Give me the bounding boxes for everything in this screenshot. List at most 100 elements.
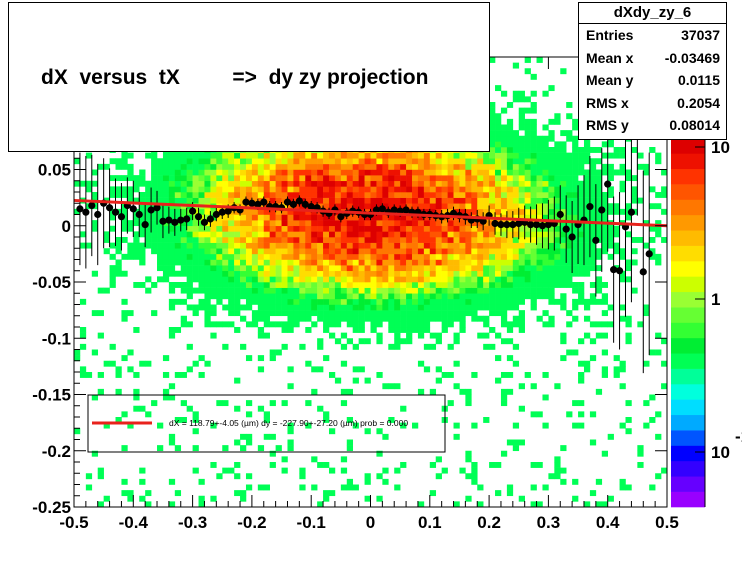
heatmap-cell: [417, 237, 425, 243]
heatmap-cell: [263, 158, 270, 165]
heatmap-cell: [477, 186, 484, 193]
heatmap-cell: [281, 220, 288, 227]
heatmap-cell: [186, 282, 193, 288]
heatmap-cell: [572, 124, 579, 131]
heatmap-cell: [382, 276, 389, 283]
heatmap-cell: [317, 501, 324, 508]
palette-swatch: [671, 184, 705, 200]
heatmap-cell: [263, 208, 270, 215]
heatmap-cell: [542, 422, 549, 429]
palette-label: 10: [711, 443, 730, 462]
heatmap-cell: [447, 152, 454, 159]
heatmap-cell: [471, 180, 478, 187]
heatmap-cell: [340, 360, 348, 367]
heatmap-cell: [269, 253, 276, 260]
heatmap-cell: [251, 152, 259, 159]
heatmap-cell: [500, 259, 508, 266]
heatmap-cell: [548, 321, 555, 328]
heatmap-cell: [317, 158, 324, 165]
heatmap-cell: [489, 135, 496, 142]
heatmap-cell: [661, 186, 668, 193]
heatmap-cell: [305, 231, 312, 238]
profile-point: [289, 200, 298, 208]
heatmap-cell: [358, 248, 365, 255]
heatmap-cell: [388, 203, 395, 210]
heatmap-cell: [174, 158, 182, 165]
heatmap-cell: [400, 259, 407, 266]
heatmap-cell: [127, 225, 134, 232]
heatmap-cell: [583, 231, 591, 238]
heatmap-cell: [400, 304, 407, 311]
heatmap-cell: [447, 237, 454, 243]
heatmap-cell: [151, 152, 158, 159]
heatmap-cell: [139, 478, 146, 485]
heatmap-cell: [204, 192, 211, 198]
heatmap-cell: [346, 298, 354, 305]
heatmap-cell: [240, 186, 247, 193]
heatmap-cell: [483, 208, 490, 215]
heatmap-cell: [251, 231, 259, 238]
heatmap-cell: [85, 242, 93, 249]
heatmap-cell: [287, 315, 294, 322]
heatmap-cell: [447, 270, 454, 277]
heatmap-cell: [352, 253, 359, 260]
heatmap-cell: [216, 287, 223, 294]
heatmap-cell: [453, 298, 460, 305]
heatmap-cell: [228, 253, 235, 260]
heatmap-cell: [548, 192, 555, 198]
heatmap-cell: [287, 214, 294, 221]
heatmap-cell: [257, 237, 265, 243]
heatmap-cell: [400, 422, 407, 429]
heatmap-cell: [578, 293, 585, 300]
heatmap-cell: [607, 304, 614, 311]
heatmap-cell: [334, 180, 342, 187]
heatmap-cell: [512, 293, 520, 300]
heatmap-cell: [180, 220, 187, 227]
heatmap-cell: [133, 253, 140, 260]
heatmap-cell: [548, 180, 555, 187]
heatmap-cell: [453, 270, 460, 277]
heatmap-cell: [299, 175, 306, 182]
heatmap-cell: [328, 276, 336, 283]
heatmap-cell: [423, 276, 431, 283]
heatmap-cell: [210, 321, 217, 328]
heatmap-cell: [257, 248, 265, 255]
heatmap-cell: [364, 197, 371, 204]
heatmap-cell: [429, 237, 437, 243]
heatmap-cell: [495, 197, 502, 204]
heatmap-cell: [257, 355, 265, 362]
heatmap-cell: [441, 282, 448, 288]
heatmap-cell: [649, 484, 656, 491]
heatmap-cell: [453, 310, 460, 317]
heatmap-cell: [441, 158, 448, 165]
heatmap-cell: [524, 253, 531, 260]
heatmap-cell: [245, 270, 253, 277]
heatmap-cell: [625, 417, 632, 423]
heatmap-cell: [180, 192, 187, 198]
heatmap-cell: [168, 225, 176, 232]
heatmap-cell: [186, 237, 193, 243]
heatmap-cell: [613, 152, 620, 159]
heatmap-cell: [334, 259, 342, 266]
heatmap-cell: [323, 282, 330, 288]
heatmap-cell: [328, 180, 336, 187]
heatmap-cell: [174, 192, 182, 198]
heatmap-cell: [317, 405, 324, 412]
heatmap-cell: [204, 276, 211, 283]
heatmap-cell: [97, 332, 104, 339]
heatmap-cell: [578, 186, 585, 193]
heatmap-cell: [305, 298, 312, 305]
heatmap-cell: [269, 248, 276, 255]
heatmap-cell: [180, 169, 187, 176]
heatmap-cell: [483, 276, 490, 283]
heatmap-cell: [400, 405, 407, 412]
heatmap-cell: [121, 411, 128, 418]
heatmap-cell: [103, 231, 110, 238]
heatmap-cell: [133, 214, 140, 221]
heatmap-cell: [500, 163, 508, 170]
heatmap-cell: [168, 332, 176, 339]
heatmap-cell: [643, 220, 650, 227]
heatmap-cell: [269, 462, 276, 468]
heatmap-cell: [506, 490, 514, 497]
heatmap-cell: [483, 163, 490, 170]
